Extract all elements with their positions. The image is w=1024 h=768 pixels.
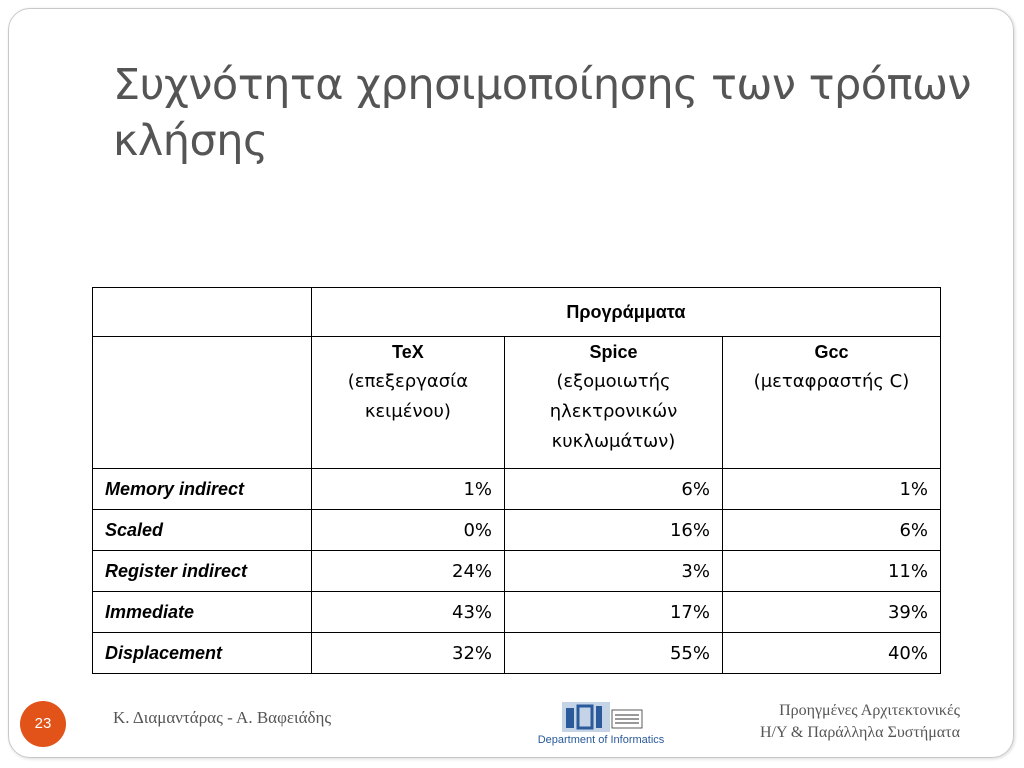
program-desc: (μεταφραστής C) [753,371,910,392]
row-label: Displacement [92,632,312,674]
program-header-gcc: Gcc (μεταφραστής C) [721,336,942,469]
logo-bar [596,706,602,728]
cell-value: 0% [310,509,506,551]
course-footer: Προηγμένες Αρχιτεκτονικές Η/Υ & Παράλληλ… [760,700,960,744]
cell-value: 32% [310,632,506,674]
table-row: Memory indirect 1% 6% 1% [92,468,942,510]
cell-value: 55% [504,632,723,674]
cell-value: 1% [721,468,942,510]
table-row: Immediate 43% 17% 39% [92,591,942,633]
empty-label-cell [92,336,312,469]
table-row: Scaled 0% 16% 6% [92,509,942,551]
empty-corner-cell [92,287,312,337]
authors-footer: Κ. Διαμαντάρας - Α. Βαφειάδης [113,708,332,727]
cell-value: 6% [721,509,942,551]
table-row: Register indirect 24% 3% 11% [92,550,942,592]
row-label: Register indirect [92,550,312,592]
program-name: TeX [392,342,424,362]
programs-group-header: Προγράμματα [310,287,942,337]
cell-value: 24% [310,550,506,592]
program-header-spice: Spice (εξομοιωτής ηλεκτρονικών κυκλωμάτω… [504,336,723,469]
row-label: Memory indirect [92,468,312,510]
addressing-modes-table: Προγράμματα TeX (επεξεργασία κειμένου) S… [92,287,942,674]
cell-value: 43% [310,591,506,633]
page-number-badge: 23 [20,701,66,747]
program-desc: (εξομοιωτής ηλεκτρονικών κυκλωμάτων) [549,371,678,452]
course-line-2: Η/Υ & Παράλληλα Συστήματα [759,724,960,741]
program-name: Gcc [814,342,849,362]
table-header-row: Προγράμματα [92,287,942,337]
logo-caption: Department of Informatics [538,734,665,746]
program-desc: (επεξεργασία κειμένου) [347,371,469,422]
logo-mark [576,704,594,730]
course-line-1: Προηγμένες Αρχιτεκτονικές [779,702,960,719]
cell-value: 6% [504,468,723,510]
cell-value: 40% [721,632,942,674]
cell-value: 3% [504,550,723,592]
cell-value: 16% [504,509,723,551]
program-name: Spice [589,342,638,362]
cell-value: 11% [721,550,942,592]
row-label: Scaled [92,509,312,551]
cell-value: 17% [504,591,723,633]
logo-text-box [611,709,643,729]
program-header-tex: TeX (επεξεργασία κειμένου) [310,336,506,469]
logo-bar [566,708,574,728]
slide-title: Συχνότητα χρησιμοποίησης των τρόπων κλήσ… [113,59,972,166]
cell-value: 1% [310,468,506,510]
program-names-row: TeX (επεξεργασία κειμένου) Spice (εξομοι… [92,336,942,469]
department-logo: Department of Informatics [538,702,665,746]
row-label: Immediate [92,591,312,633]
table-row: Displacement 32% 55% 40% [92,632,942,674]
cell-value: 39% [721,591,942,633]
slide-frame [8,8,1014,758]
